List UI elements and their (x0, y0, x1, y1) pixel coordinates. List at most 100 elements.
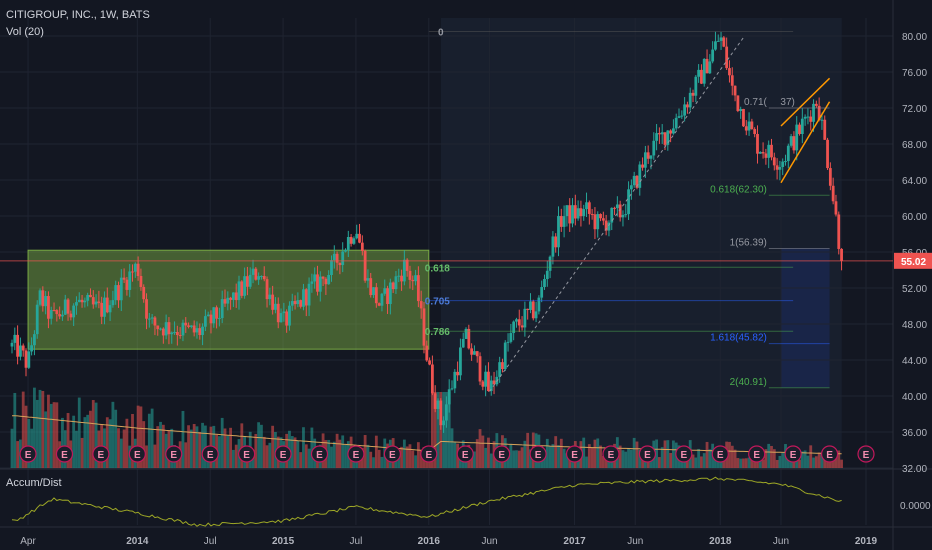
candle-body (52, 310, 56, 312)
candle-body (145, 299, 148, 319)
fib-extension-label: 0.618(62.30) (710, 184, 767, 195)
candle-body (226, 297, 230, 304)
candle-body (826, 139, 829, 169)
volume-bar (268, 442, 272, 468)
candle-body (321, 276, 325, 279)
candle-body (38, 290, 42, 305)
earnings-marker (748, 445, 766, 463)
candle-body (719, 37, 723, 41)
candle-body (246, 276, 249, 287)
volume-bar (296, 440, 300, 468)
volume-bar (529, 449, 532, 468)
time-axis-label: 2018 (709, 536, 732, 547)
volume-bar (372, 457, 375, 468)
volume-bar (114, 409, 118, 468)
volume-bar (430, 392, 434, 468)
candle-body (142, 286, 146, 300)
candle-body (638, 164, 642, 188)
volume-bar (369, 451, 373, 468)
candle-body (416, 275, 420, 302)
candle-body (601, 218, 605, 221)
candle-body (234, 292, 238, 301)
earnings-marker (529, 445, 547, 463)
volume-bar (184, 442, 188, 468)
time-axis-label: Apr (20, 536, 36, 547)
volume-bar (38, 389, 42, 468)
volume-bar (666, 440, 670, 468)
volume-bar (47, 394, 50, 468)
candle-body (156, 325, 160, 330)
volume-bar (72, 415, 76, 468)
candle-body (19, 345, 22, 357)
candle-body (276, 303, 280, 323)
volume-bar (338, 439, 342, 468)
volume-bar (290, 436, 294, 468)
earnings-marker (128, 445, 146, 463)
volume-bar (147, 413, 151, 468)
volume-bar (803, 450, 807, 468)
earnings-marker-label: E (535, 450, 542, 461)
candle-body (615, 204, 619, 209)
volume-bar (587, 444, 591, 468)
candle-body (352, 238, 356, 244)
candle-body (111, 300, 115, 306)
volume-bar (593, 439, 597, 468)
volume-bar (75, 430, 78, 468)
candle-body (487, 371, 490, 391)
candle-body (240, 281, 244, 296)
price-axis-label: 48.00 (902, 320, 927, 331)
candle-body (540, 287, 544, 298)
volume-bar (520, 447, 524, 468)
candle-body (237, 281, 241, 301)
volume-bar (35, 399, 39, 468)
candle-body (814, 103, 818, 106)
volume-bar (506, 454, 510, 468)
candle-body (114, 285, 118, 301)
candle-body (610, 207, 614, 223)
volume-bar (627, 447, 630, 468)
last-price-badge (894, 252, 932, 269)
volume-bar (481, 435, 485, 468)
earnings-marker-label: E (680, 450, 687, 461)
volume-bar (744, 458, 748, 468)
volume-bar (234, 444, 238, 468)
candle-body (293, 301, 297, 305)
candle-body (189, 325, 193, 327)
candle-body (649, 155, 653, 159)
candle-body (456, 371, 460, 376)
earnings-marker-label: E (353, 450, 360, 461)
price-axis-label: 36.00 (902, 428, 927, 439)
candle-body (767, 144, 771, 158)
candle-body (635, 175, 639, 188)
candle-body (618, 204, 622, 218)
candle-body (613, 207, 616, 209)
candle-body (520, 325, 524, 328)
volume-bar (161, 424, 165, 468)
volume-bar (105, 417, 109, 468)
volume-bar (526, 432, 530, 468)
candle-body (21, 345, 25, 351)
candle-body (475, 351, 479, 357)
candle-body (299, 300, 303, 307)
candle-body (366, 278, 370, 281)
volume-bar (775, 459, 779, 468)
volume-bar (515, 450, 518, 468)
candle-body (747, 121, 751, 131)
candle-body (730, 75, 734, 86)
candle-body (380, 293, 384, 306)
volume-bar (798, 459, 801, 468)
volume-bar (201, 422, 204, 468)
volume-bar (837, 450, 841, 468)
earnings-marker-label: E (134, 450, 141, 461)
volume-bar (257, 422, 261, 468)
candle-body (627, 189, 630, 215)
candle-body (498, 362, 502, 377)
candle-body (122, 277, 126, 280)
candle-body (795, 124, 799, 151)
volume-bar (341, 435, 345, 468)
candle-body (66, 299, 70, 314)
time-axis-label: Jun (773, 536, 789, 547)
fib-retracement-label: 0.786 (425, 327, 450, 338)
volume-bar (335, 433, 339, 468)
